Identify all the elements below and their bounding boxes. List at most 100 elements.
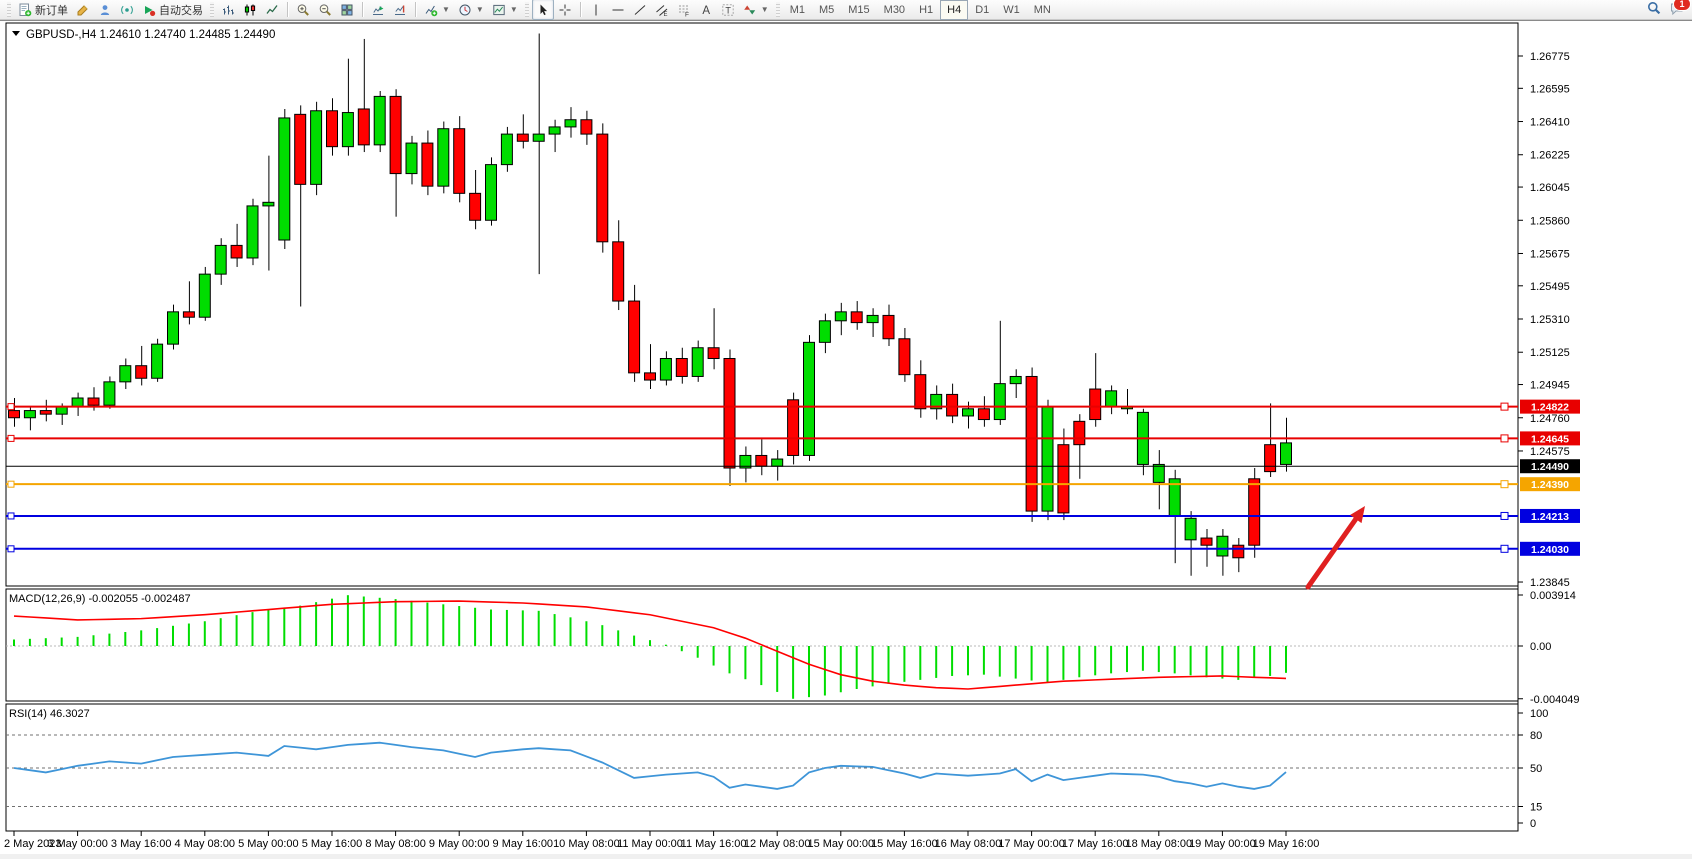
line-chart-icon (266, 4, 278, 14)
candle-body (771, 458, 784, 467)
candle-body (691, 347, 704, 377)
auto-scroll-button[interactable] (367, 0, 389, 20)
chart-shift-button[interactable] (389, 0, 411, 20)
metaeditor-button[interactable] (72, 0, 94, 20)
toolbar-grip[interactable] (210, 2, 214, 17)
candle-body (1041, 406, 1054, 512)
autotrading-button[interactable]: 自动交易 (138, 0, 207, 20)
candle-body (453, 128, 466, 194)
timeframe-h1-button[interactable]: H1 (919, 3, 934, 16)
tile-windows-button[interactable] (336, 0, 358, 20)
support-2-anchor[interactable] (1500, 544, 1509, 553)
resistance-2-badge-label: 1.24645 (1531, 433, 1569, 445)
metaeditor-icon (77, 4, 88, 15)
macd-scale-label: 0.003914 (1530, 590, 1576, 602)
chevron-down-icon[interactable]: ▼ (760, 5, 769, 14)
chat-button[interactable]: 1 (1669, 0, 1691, 18)
macd-scale-label: 0.00 (1530, 641, 1551, 653)
resistance-2-anchor[interactable] (1500, 434, 1509, 443)
zoom-in-icon (297, 3, 309, 16)
red-arrow[interactable] (1305, 516, 1359, 590)
timeframe-mn-button[interactable]: MN (1033, 3, 1051, 16)
timeframe-m5-button[interactable]: M5 (818, 3, 835, 16)
equidistant-channel-button[interactable]: E (651, 0, 673, 20)
horizontal-line-icon (612, 9, 624, 10)
toolbar-grip[interactable] (7, 2, 11, 17)
price-tick-label: 1.26045 (1530, 182, 1570, 194)
toolbar-grip[interactable] (775, 2, 780, 17)
candle-body (580, 119, 593, 135)
candle-body (723, 358, 736, 469)
chart-menu-icon[interactable] (12, 31, 20, 36)
text-button[interactable]: A (695, 0, 717, 20)
resistance-2-anchor[interactable] (7, 434, 15, 442)
support-1-anchor[interactable] (7, 512, 15, 520)
support-2-price-badge (1520, 541, 1580, 556)
candle-body (389, 95, 402, 175)
candle-body (39, 410, 52, 415)
search-icon (1648, 2, 1661, 15)
crosshair-button[interactable] (554, 0, 576, 20)
timeframe-m15-button[interactable]: M15 (848, 3, 870, 16)
timeframe-d1-button[interactable]: D1 (975, 3, 990, 16)
pivot-orange-anchor[interactable] (1500, 480, 1509, 489)
candle-body (898, 338, 911, 376)
time-tick-label: 9 May 00:00 (429, 838, 490, 850)
support-1-anchor[interactable] (1500, 511, 1509, 520)
candle-body (659, 358, 672, 381)
price-tick-label: 1.26595 (1530, 83, 1570, 95)
line-chart-button[interactable] (261, 0, 283, 20)
time-tick-label: 11 May 16:00 (681, 838, 747, 850)
candle-body (914, 374, 927, 410)
fibonacci-button[interactable]: F (673, 0, 695, 20)
bar-chart-button[interactable] (217, 0, 239, 20)
time-tick-label: 5 May 16:00 (302, 838, 363, 850)
new-order-label: 新订单 (35, 4, 68, 17)
text-label-button[interactable]: T (717, 0, 739, 20)
trendline-button[interactable] (629, 0, 651, 20)
candle-body (326, 110, 338, 148)
notification-badge: 1 (1673, 0, 1691, 11)
time-tick-label: 2 May 2023 (4, 838, 61, 850)
horizontal-line-button[interactable] (607, 0, 629, 20)
candlestick-chart-button[interactable] (239, 0, 261, 20)
time-tick-label: 16 May 08:00 (935, 838, 1002, 850)
candlestick-chart-icon (244, 4, 256, 15)
timeframe-w1-button[interactable]: W1 (1003, 3, 1020, 16)
search-button[interactable] (1646, 1, 1661, 18)
candle-body (119, 365, 132, 383)
support-1-price-badge (1520, 508, 1580, 523)
pivot-orange-anchor[interactable] (7, 480, 15, 488)
candle-body (596, 133, 609, 243)
candle-body (341, 112, 354, 148)
timeframe-m30-button[interactable]: M30 (883, 3, 906, 16)
candle-body (850, 311, 863, 324)
timeframe-m1-button[interactable]: M1 (789, 3, 805, 16)
current-price-badge-label: 1.24490 (1531, 461, 1569, 473)
chevron-down-icon[interactable]: ▼ (475, 5, 484, 14)
resistance-1-anchor[interactable] (1500, 402, 1509, 411)
price-chart-canvas[interactable]: 1.26775 1.26595 1.26410 1.26225 1.26045 1.258… (0, 21, 1692, 854)
arrows-button[interactable]: ▼ (739, 0, 773, 20)
candle-body (437, 128, 450, 187)
signals-button[interactable] (116, 0, 138, 20)
zoom-in-button[interactable] (292, 0, 314, 20)
market-button[interactable] (94, 0, 116, 20)
candle-body (1216, 535, 1229, 557)
indicators-button[interactable]: ▼ (420, 0, 454, 20)
toolbar-grip[interactable] (524, 2, 529, 17)
resistance-1-anchor[interactable] (7, 403, 15, 411)
chevron-down-icon[interactable]: ▼ (509, 5, 518, 14)
toolbar-separator (579, 2, 581, 17)
templates-button[interactable]: ▼ (488, 0, 522, 20)
timeframe-h4-button[interactable]: H4 (940, 0, 969, 20)
chevron-down-icon[interactable]: ▼ (442, 5, 450, 14)
support-2-anchor[interactable] (7, 545, 15, 553)
cursor-button[interactable] (531, 0, 554, 20)
new-order-button[interactable]: 新订单 (14, 0, 72, 20)
periods-button[interactable]: ▼ (454, 0, 488, 20)
vertical-line-button[interactable] (585, 0, 607, 20)
candle-body (103, 381, 116, 406)
candle-body (1089, 388, 1102, 421)
zoom-out-button[interactable] (314, 0, 336, 20)
